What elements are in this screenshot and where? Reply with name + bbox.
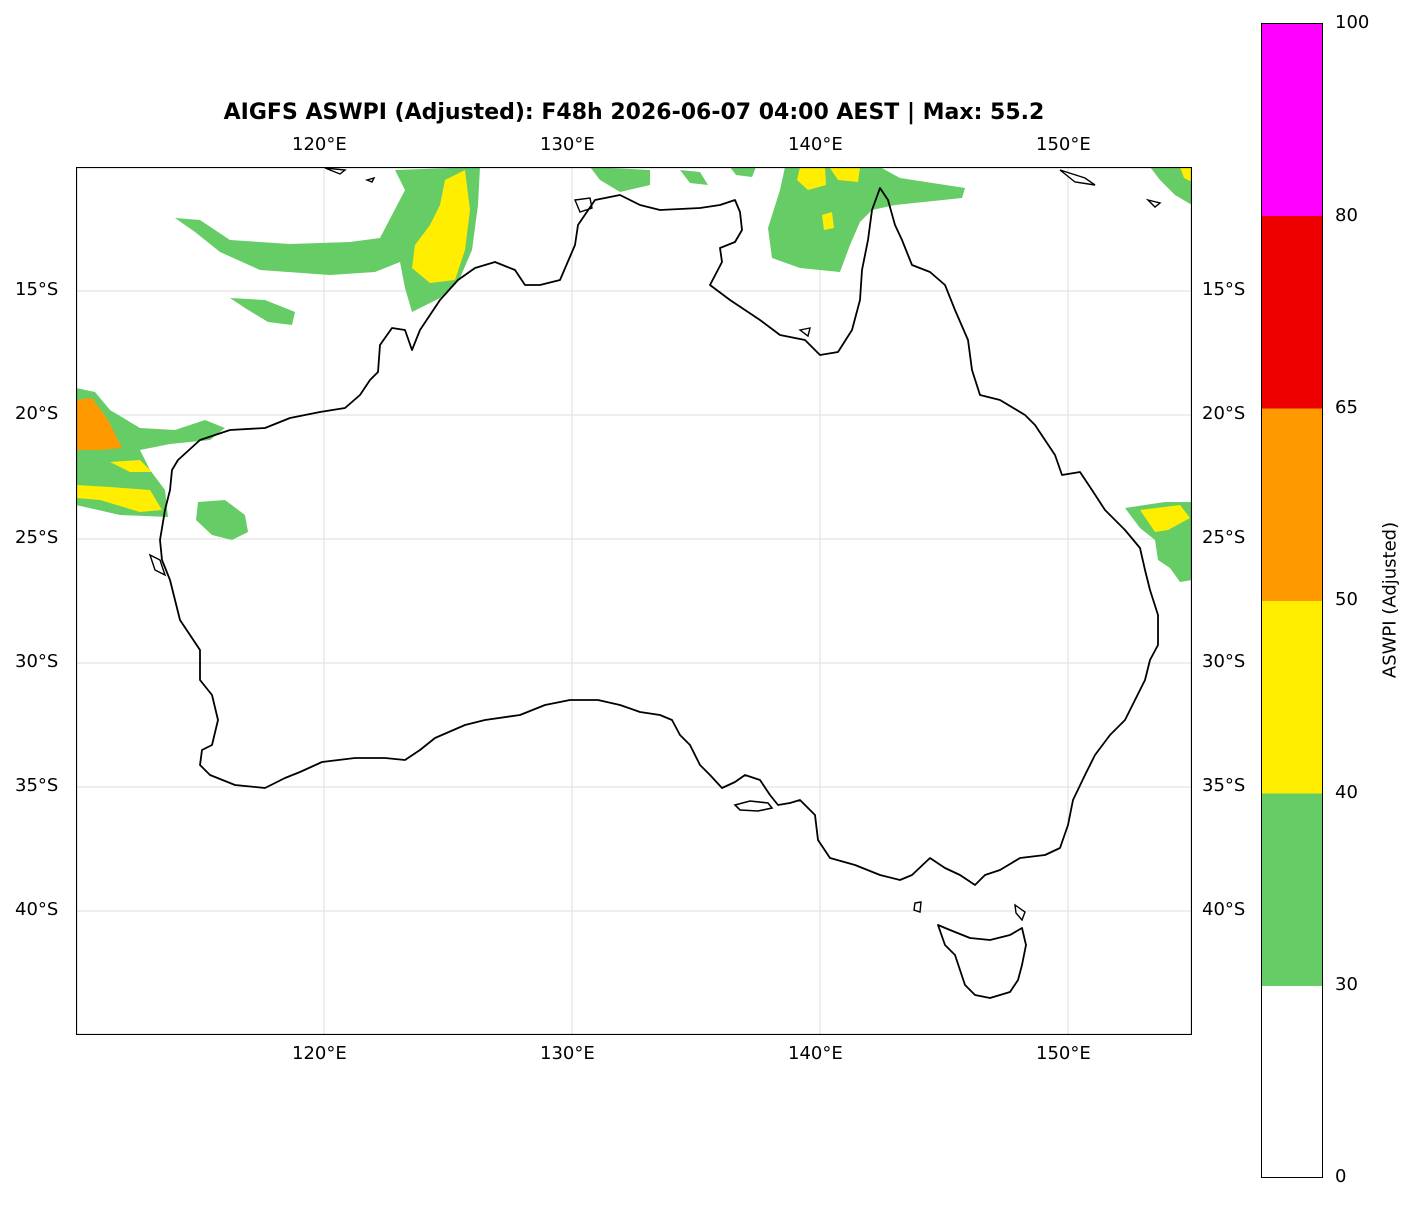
lon-tick-bottom: 140°E — [788, 1043, 843, 1064]
lat-tick-left: 40°S — [15, 899, 59, 920]
field-green — [730, 167, 756, 177]
colorbar-label: ASWPI (Adjusted) — [1379, 521, 1401, 679]
field-yellow — [830, 168, 860, 182]
field-yellow — [822, 212, 834, 230]
field-green — [196, 500, 248, 540]
island — [798, 327, 811, 338]
island — [324, 167, 347, 175]
colorbar-tick-label: 30 — [1335, 974, 1358, 995]
field-green — [680, 170, 708, 185]
kangaroo-island — [733, 800, 774, 812]
colorbar-tick-label: 50 — [1335, 589, 1358, 610]
field-green — [768, 167, 965, 272]
colorbar-tick-label: 80 — [1335, 205, 1358, 226]
island — [1059, 169, 1096, 186]
colorbar-tick-label: 100 — [1335, 12, 1370, 33]
lat-tick-left: 25°S — [15, 527, 59, 548]
lon-tick-top: 120°E — [292, 134, 347, 155]
colorbar-segment — [1261, 600, 1323, 794]
colorbar-tick-label: 65 — [1335, 397, 1358, 418]
colorbar-tick-label: 40 — [1335, 782, 1358, 803]
lat-tick-left: 30°S — [15, 651, 59, 672]
colorbar-tick-label: 0 — [1335, 1166, 1347, 1187]
lon-tick-bottom: 130°E — [540, 1043, 595, 1064]
island — [574, 197, 593, 213]
field-yellow — [412, 170, 470, 283]
field-orange — [76, 398, 122, 450]
island — [148, 553, 167, 577]
lon-tick-top: 150°E — [1036, 134, 1091, 155]
colorbar-segment — [1261, 215, 1323, 409]
colorbar-segment — [1261, 793, 1323, 986]
lat-tick-right: 15°S — [1202, 279, 1246, 300]
map-panel — [76, 167, 1192, 1035]
colorbar-segment — [1261, 985, 1323, 1178]
aswpi-field — [76, 167, 1192, 582]
australia-coastline — [159, 187, 1159, 886]
lat-tick-right: 20°S — [1202, 403, 1246, 424]
field-green — [230, 298, 295, 325]
tasmania-coastline — [937, 924, 1027, 999]
field-green — [590, 167, 650, 192]
island — [913, 901, 922, 913]
lon-tick-bottom: 150°E — [1036, 1043, 1091, 1064]
field-yellow — [1140, 505, 1190, 532]
field-green — [1150, 167, 1192, 205]
lon-tick-top: 140°E — [788, 134, 843, 155]
colorbar-segment — [1261, 408, 1323, 601]
lon-tick-top: 130°E — [540, 134, 595, 155]
map-frame — [76, 167, 1192, 1035]
colorbar-segment — [1261, 23, 1323, 216]
lat-tick-left: 35°S — [15, 775, 59, 796]
gridlines — [76, 167, 1192, 1035]
field-green — [76, 388, 225, 517]
field-yellow — [1180, 167, 1192, 182]
colorbar — [1261, 23, 1323, 1178]
field-green — [175, 167, 480, 312]
lat-tick-right: 30°S — [1202, 651, 1246, 672]
lat-tick-left: 20°S — [15, 403, 59, 424]
map-title: AIGFS ASWPI (Adjusted): F48h 2026-06-07 … — [223, 100, 1045, 125]
lon-tick-bottom: 120°E — [292, 1043, 347, 1064]
lat-tick-right: 25°S — [1202, 527, 1246, 548]
field-yellow — [76, 485, 162, 512]
field-yellow — [797, 167, 826, 190]
lat-tick-right: 35°S — [1202, 775, 1246, 796]
island — [1145, 198, 1162, 208]
field-yellow — [110, 460, 152, 472]
island — [364, 176, 376, 183]
island — [1014, 903, 1026, 922]
lat-tick-left: 15°S — [15, 279, 59, 300]
lat-tick-right: 40°S — [1202, 899, 1246, 920]
